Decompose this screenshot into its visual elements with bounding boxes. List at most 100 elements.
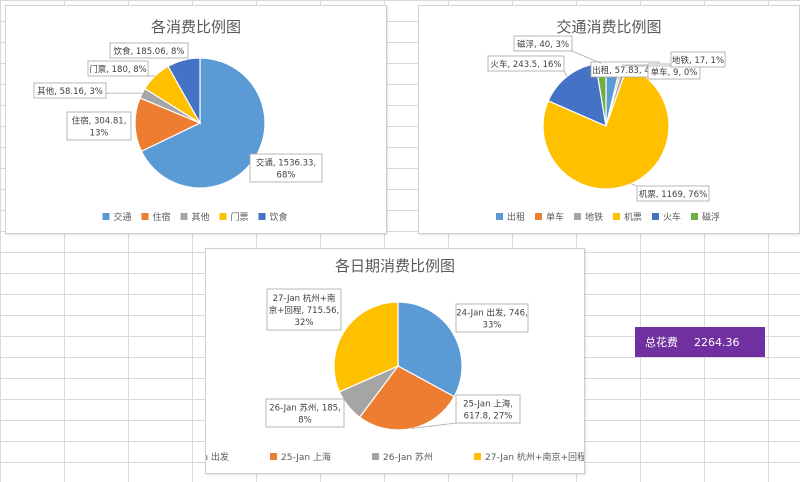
daily-expense-data-label-3: 27-Jan 杭州+南京+回程, 715.56, 32%	[266, 288, 342, 331]
transport-expense-title: 交通消费比例图	[556, 18, 661, 36]
transport-expense-data-label-text-2-0: 地铁, 17, 1%	[672, 55, 724, 66]
daily-expense-legend-item-1: 25-Jan 上海	[281, 451, 331, 463]
expense-category-legend-item-3: 门票	[231, 211, 249, 223]
daily-expense-legend-item-0: 24-Jan 出发	[206, 451, 229, 463]
daily-expense-data-label-text-3-0: 27-Jan 杭州+南	[273, 293, 336, 304]
expense-category-data-label-1: 住宿, 304.81, 13%	[66, 111, 132, 141]
daily-expense-slice-3	[333, 301, 399, 393]
daily-expense-legend-swatch-1	[270, 453, 277, 460]
expense-category-data-label-text-3-0: 门票, 180, 8%	[89, 64, 147, 75]
daily-expense-data-label-text-2-0: 26-Jan 苏州, 185,	[269, 403, 341, 414]
daily-expense-legend-swatch-3	[474, 453, 481, 460]
expense-category-data-label-box-1	[66, 111, 132, 141]
total-expense-label: 总花费	[645, 336, 678, 349]
expense-category-title: 各消费比例图	[151, 18, 241, 36]
expense-category-slice-1	[134, 97, 202, 153]
expense-category-data-label-text-4-0: 饮食, 185.06, 8%	[113, 46, 184, 57]
daily-expense-data-label-text-1-1: 617.8, 27%	[464, 412, 513, 422]
transport-expense-data-label-5: 磁浮, 40, 3%	[513, 35, 573, 52]
daily-expense-data-label-box-1	[455, 394, 521, 424]
expense-category-data-label-4: 饮食, 185.06, 8%	[109, 42, 189, 59]
expense-category-slice-4	[167, 57, 201, 126]
daily-expense-slice-0	[397, 301, 463, 398]
daily-expense-data-label-text-1-0: 25-Jan 上海,	[463, 399, 513, 410]
transport-expense-data-label-text-5-0: 磁浮, 40, 3%	[517, 39, 569, 50]
transport-expense-leader-line-3	[630, 183, 638, 187]
transport-expense-legend-swatch-0	[496, 213, 503, 220]
daily-expense-pie-svg: 各日期消费比例图 24-Jan 出发, 746, 33% 25-Jan 上海, 617.…	[206, 257, 584, 463]
expense-category-legend-item-0: 交通	[114, 211, 132, 223]
transport-expense-data-label-3: 机票, 1169, 76%	[636, 185, 710, 202]
transport-expense-legend-swatch-4	[652, 213, 659, 220]
daily-expense-legend-swatch-2	[372, 453, 379, 460]
transport-expense-chart: 交通消费比例图出租, 57.83, 4% 单车, 9, 0% 地铁, 17, 1% 机…	[418, 5, 800, 234]
expense-category-data-label-box-2	[33, 82, 107, 99]
expense-category-data-label-2: 其他, 58.16, 3%	[33, 82, 107, 99]
expense-category-legend-swatch-4	[258, 213, 266, 220]
expense-category-legend-swatch-2	[180, 213, 188, 220]
expense-category-legend-swatch-3	[219, 213, 227, 220]
expense-category-legend-item-2: 其他	[192, 211, 210, 223]
transport-expense-legend-item-3: 机票	[624, 211, 642, 223]
expense-category-legend-item-1: 住宿	[153, 211, 171, 223]
transport-expense-legend: 出租 单车 地铁 机票 火车 磁浮	[496, 211, 720, 223]
expense-category-data-label-text-2-0: 其他, 58.16, 3%	[37, 86, 103, 97]
transport-expense-leader-line-5	[571, 50, 602, 64]
expense-category-data-label-box-0	[249, 153, 323, 183]
expense-category-data-label-text-0-1: 68%	[277, 171, 296, 181]
transport-expense-data-label-box-2	[670, 51, 726, 68]
daily-expense-chart: 各日期消费比例图 24-Jan 出发, 746, 33% 25-Jan 上海, 617.…	[205, 248, 585, 474]
expense-category-data-label-box-3	[87, 60, 149, 77]
daily-expense-data-label-box-2	[265, 398, 345, 428]
transport-expense-legend-swatch-5	[691, 213, 698, 220]
transport-expense-legend-item-0: 出租	[507, 211, 525, 223]
daily-expense-legend-item-2: 26-Jan 苏州	[383, 451, 433, 463]
transport-expense-data-label-box-4	[487, 55, 565, 72]
daily-expense-data-label-2: 26-Jan 苏州, 185, 8%	[265, 398, 345, 428]
transport-expense-data-label-text-4-0: 火车, 243.5, 16%	[490, 59, 561, 70]
expense-category-data-label-box-4	[109, 42, 189, 59]
expense-category-data-label-0: 交通, 1536.33, 68%	[249, 153, 323, 183]
transport-expense-data-label-text-3-0: 机票, 1169, 76%	[639, 189, 707, 200]
transport-expense-legend-swatch-2	[574, 213, 581, 220]
transport-expense-data-label-box-5	[513, 35, 573, 52]
daily-expense-data-label-text-2-1: 8%	[298, 416, 312, 426]
expense-category-legend-item-4: 饮食	[270, 211, 288, 223]
daily-expense-legend-item-3: 27-Jan 杭州+南京+回程	[485, 451, 584, 463]
transport-expense-data-label-4: 火车, 243.5, 16%	[487, 55, 565, 72]
total-expense-box: 总花费 2264.36	[635, 327, 765, 357]
daily-expense-data-label-1: 25-Jan 上海, 617.8, 27%	[455, 394, 521, 424]
transport-expense-data-label-1: 单车, 9, 0%	[647, 63, 701, 80]
expense-category-legend-swatch-1	[141, 213, 149, 220]
expense-category-data-label-text-1-1: 13%	[90, 129, 109, 139]
transport-expense-leader-line-4	[563, 70, 568, 77]
transport-expense-data-label-text-0-0: 出租, 57.83, 4%	[592, 65, 658, 76]
daily-expense-leader-line-1	[411, 422, 457, 429]
expense-category-chart: 各消费比例图交通, 1536.33, 68% 住宿, 304.81, 13% 其他, 5…	[5, 5, 387, 234]
daily-expense-data-label-box-0	[455, 303, 529, 333]
daily-expense-data-label-text-3-2: 32%	[295, 318, 314, 328]
daily-expense-data-label-0: 24-Jan 出发, 746, 33%	[455, 303, 529, 333]
transport-expense-data-label-2: 地铁, 17, 1%	[670, 51, 726, 68]
transport-expense-legend-item-2: 地铁	[585, 211, 603, 223]
expense-category-data-label-text-0-0: 交通, 1536.33,	[256, 158, 316, 169]
expense-category-legend-swatch-0	[102, 213, 110, 220]
transport-expense-legend-swatch-3	[613, 213, 620, 220]
expense-category-data-label-3: 门票, 180, 8%	[87, 60, 149, 77]
transport-expense-legend-item-1: 单车	[546, 211, 564, 223]
total-expense-value: 2264.36	[694, 335, 740, 349]
transport-expense-legend-item-4: 火车	[663, 211, 681, 223]
transport-expense-legend-swatch-1	[535, 213, 542, 220]
expense-category-data-label-text-1-0: 住宿, 304.81,	[72, 116, 127, 127]
daily-expense-legend: 24-Jan 出发 25-Jan 上海 26-Jan 苏州 27-Jan 杭州+南京+…	[206, 451, 584, 463]
daily-expense-data-label-text-0-1: 33%	[483, 321, 502, 331]
daily-expense-data-label-text-0-0: 24-Jan 出发, 746,	[456, 308, 528, 319]
expense-category-legend: 交通 住宿 其他 门票 饮食	[102, 211, 288, 223]
daily-expense-title: 各日期消费比例图	[335, 257, 455, 275]
daily-expense-data-label-text-3-1: 京+回程, 715.56,	[269, 305, 339, 316]
transport-expense-legend-item-5: 磁浮	[702, 211, 720, 223]
daily-expense-data-label-box-3	[266, 288, 342, 331]
transport-expense-data-label-text-1-0: 单车, 9, 0%	[651, 67, 698, 78]
